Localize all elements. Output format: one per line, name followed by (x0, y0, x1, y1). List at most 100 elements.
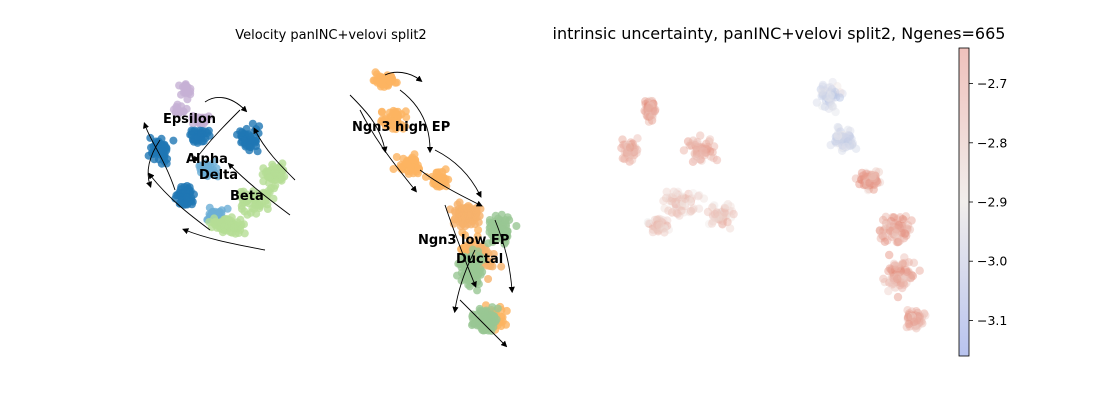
uncertainty-point (894, 237, 903, 246)
velocity-streamline (434, 149, 482, 198)
uncertainty-point (831, 137, 840, 146)
uncertainty-point (912, 311, 921, 320)
uncertainty-point (695, 151, 705, 160)
uncertainty-point (900, 273, 910, 283)
uncertainty-point (647, 99, 656, 108)
uncertainty-point (828, 87, 837, 96)
uncertainty-point (838, 138, 847, 148)
uncertainty-point (907, 316, 917, 325)
uncertainty-point (685, 141, 694, 150)
uncertainty-point (622, 150, 631, 160)
uncertainty-point (620, 154, 629, 164)
uncertainty-point (828, 89, 838, 98)
uncertainty-point (857, 168, 867, 178)
velocity-point (463, 204, 472, 213)
uncertainty-point (904, 258, 913, 267)
uncertainty-point (680, 208, 689, 217)
uncertainty-point (912, 321, 921, 330)
uncertainty-point (697, 143, 706, 152)
velocity-point (261, 196, 270, 205)
uncertainty-point (641, 97, 650, 106)
uncertainty-point (828, 77, 837, 87)
uncertainty-point (654, 225, 664, 234)
uncertainty-point (643, 218, 653, 227)
uncertainty-point (712, 208, 721, 217)
uncertainty-point (893, 274, 902, 284)
uncertainty-point (705, 135, 715, 144)
uncertainty-point (869, 177, 878, 187)
uncertainty-point (908, 271, 918, 281)
velocity-point (503, 227, 512, 236)
uncertainty-point (890, 227, 899, 236)
uncertainty-point (863, 175, 872, 185)
uncertainty-point (692, 143, 701, 152)
uncertainty-point (696, 147, 706, 156)
uncertainty-point (644, 105, 654, 114)
uncertainty-point (714, 214, 723, 224)
uncertainty-point (675, 196, 684, 205)
uncertainty-point (645, 102, 654, 112)
uncertainty-point (688, 189, 698, 198)
uncertainty-point (847, 141, 856, 150)
uncertainty-point (912, 319, 922, 329)
velocity-point (501, 234, 510, 243)
uncertainty-point (909, 319, 918, 328)
uncertainty-point (725, 224, 735, 233)
uncertainty-point (896, 266, 906, 275)
uncertainty-point (645, 101, 654, 110)
uncertainty-point (825, 89, 834, 98)
velocity-streamline (359, 109, 417, 193)
uncertainty-point (655, 214, 664, 224)
uncertainty-point (825, 88, 834, 97)
velocity-streamline (419, 169, 483, 207)
uncertainty-point (645, 105, 654, 115)
uncertainty-point (863, 176, 873, 185)
uncertainty-point (871, 167, 881, 176)
uncertainty-point (656, 222, 665, 231)
uncertainty-point (720, 203, 729, 213)
uncertainty-point (659, 196, 668, 206)
uncertainty-point (643, 103, 653, 112)
uncertainty-point (910, 314, 919, 323)
uncertainty-point (841, 142, 851, 151)
uncertainty-point (712, 155, 722, 165)
uncertainty-point (891, 229, 900, 238)
uncertainty-point (838, 132, 847, 141)
uncertainty-point (661, 193, 671, 203)
velocity-streamline (148, 172, 211, 231)
uncertainty-point (905, 322, 915, 331)
uncertainty-panel: intrinsic uncertainty, panINC+velovi spl… (553, 24, 1005, 333)
uncertainty-point (863, 176, 872, 186)
uncertainty-point (864, 173, 874, 182)
uncertainty-point (872, 177, 881, 186)
uncertainty-point (910, 314, 919, 324)
uncertainty-point (652, 215, 662, 224)
uncertainty-point (642, 110, 651, 120)
uncertainty-point (898, 271, 907, 280)
uncertainty-point (912, 324, 921, 333)
velocity-point (402, 158, 411, 167)
uncertainty-point (645, 219, 655, 229)
uncertainty-point (888, 278, 898, 288)
velocity-point (268, 160, 277, 169)
uncertainty-point (892, 225, 901, 234)
cluster-label-beta: Beta (230, 189, 264, 204)
uncertainty-point (857, 172, 866, 181)
uncertainty-point (671, 199, 680, 209)
uncertainty-point (905, 318, 914, 327)
uncertainty-point (644, 107, 653, 117)
uncertainty-point (831, 107, 840, 117)
uncertainty-point (897, 222, 907, 231)
uncertainty-point (692, 146, 701, 155)
uncertainty-point (889, 230, 899, 239)
uncertainty-point (647, 106, 656, 115)
uncertainty-point (897, 260, 906, 270)
uncertainty-point (896, 278, 906, 287)
velocity-point (460, 213, 469, 222)
uncertainty-point (878, 215, 888, 225)
uncertainty-point (648, 225, 658, 234)
uncertainty-point (627, 155, 637, 165)
uncertainty-point (893, 215, 902, 224)
uncertainty-point (862, 172, 871, 181)
uncertainty-point (670, 192, 679, 201)
